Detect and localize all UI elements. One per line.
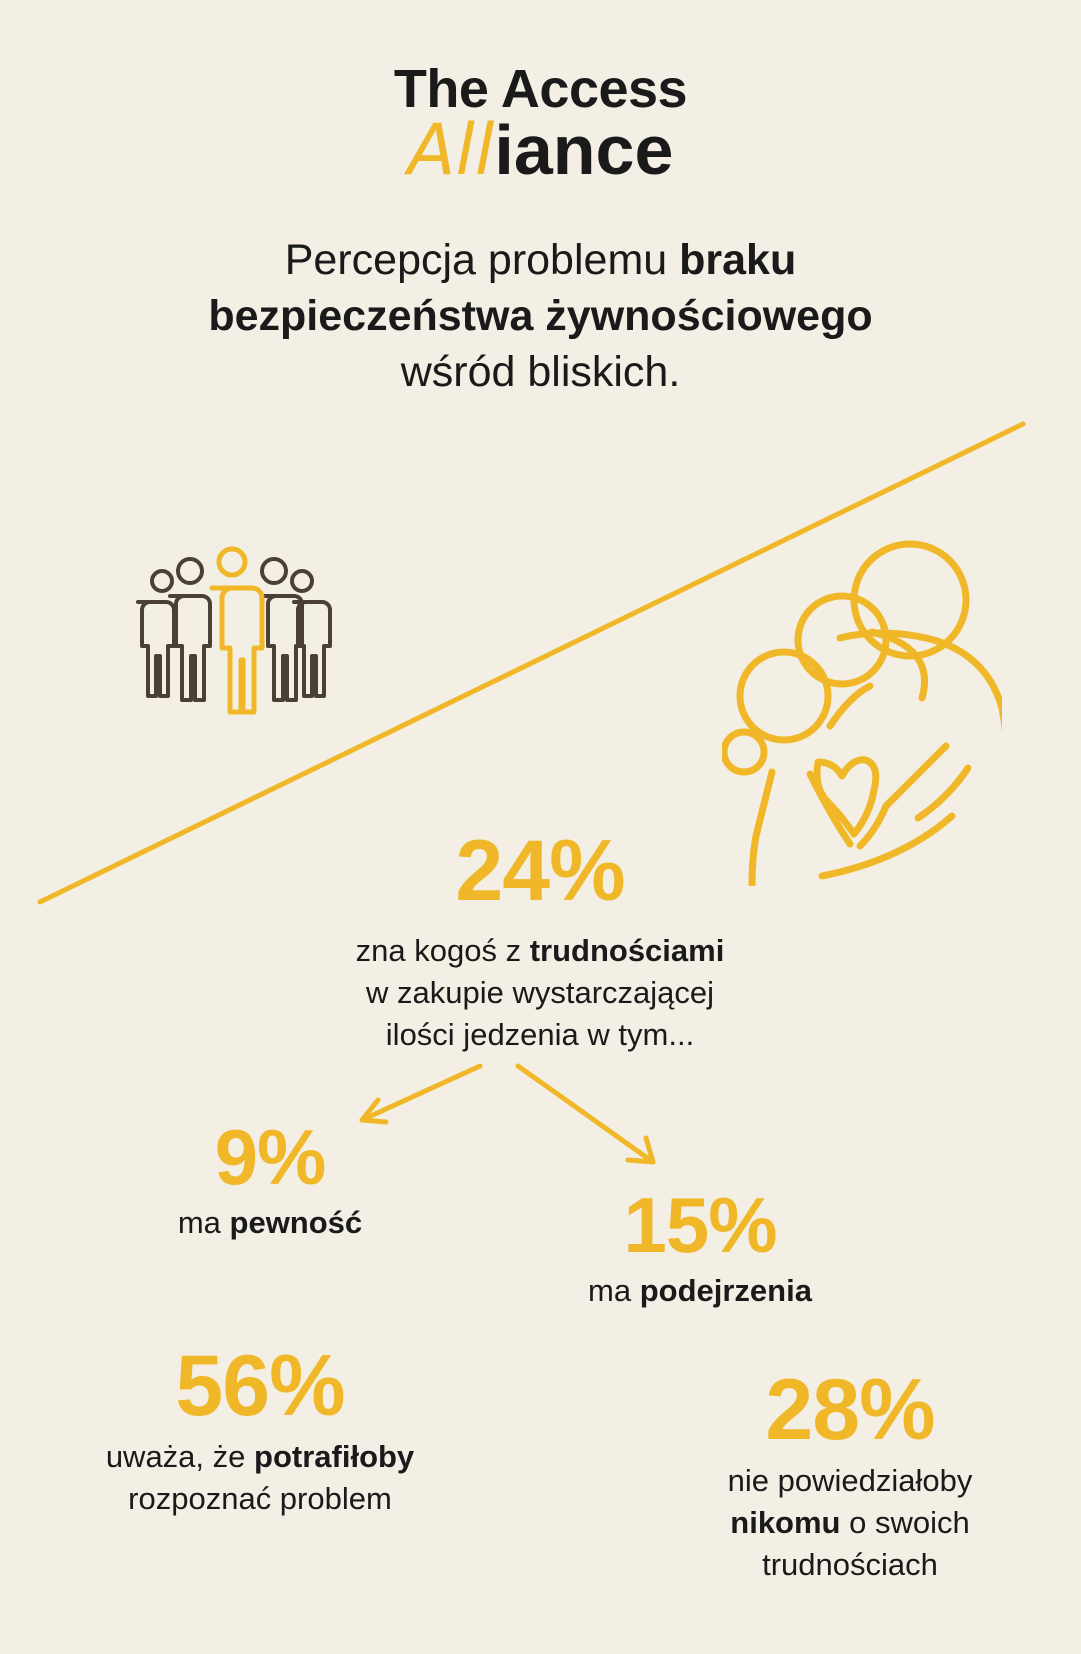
stat-certain-pre: ma xyxy=(177,1205,230,1240)
stat-main-bold: trudnościami xyxy=(529,933,725,968)
title-bold-1: braku xyxy=(679,236,797,284)
logo-highlight: All xyxy=(407,109,495,191)
logo-rest: iance xyxy=(494,111,674,189)
title-part-2: wśród bliskich. xyxy=(400,348,681,396)
stat-suspect: 15% ma podejrzenia xyxy=(540,1180,860,1312)
stat-suspect-pre: ma xyxy=(588,1273,640,1308)
stat-certain: 9% ma pewność xyxy=(140,1112,400,1244)
diagonal-divider xyxy=(37,421,1026,905)
title-bold-2: bezpieczeństwa żywnościowego xyxy=(208,292,873,340)
stat-tell-bold: nikomu xyxy=(730,1505,841,1540)
stat-suspect-text: ma podejrzenia xyxy=(540,1270,860,1312)
stat-certain-bold: pewność xyxy=(229,1205,363,1240)
family-hug-icon xyxy=(722,540,1002,886)
title-part-1: Percepcja problemu xyxy=(284,236,680,284)
page-title: Percepcja problemu braku bezpieczeństwa … xyxy=(0,232,1081,400)
stat-tell: 28% nie powiedziałoby nikomu o swoich tr… xyxy=(640,1360,1060,1586)
stat-recognize-value: 56% xyxy=(175,1338,345,1434)
stat-certain-value: 9% xyxy=(214,1113,327,1201)
stat-recognize: 56% uważa, że potrafiłoby rozpoznać prob… xyxy=(40,1336,480,1520)
stat-recognize-line1: uważa, że xyxy=(105,1439,255,1474)
logo-line-1: The Access xyxy=(393,59,688,119)
people-group-icon xyxy=(136,546,332,715)
stat-suspect-value: 15% xyxy=(623,1181,777,1269)
stat-main-text: zna kogoś z trudnościami w zakupie wysta… xyxy=(240,930,840,1056)
stat-main-line1: zna kogoś z xyxy=(355,933,530,968)
stat-tell-text: nie powiedziałoby nikomu o swoich trudno… xyxy=(640,1460,1060,1586)
stat-main-value: 24% xyxy=(455,823,625,919)
stat-recognize-text: uważa, że potrafiłoby rozpoznać problem xyxy=(40,1436,480,1520)
stat-main-line3: ilości jedzenia w tym... xyxy=(385,1017,695,1052)
stat-main: 24% xyxy=(290,822,790,921)
stat-recognize-line2: rozpoznać problem xyxy=(128,1481,392,1516)
logo-line-2: Alliance xyxy=(0,112,1081,189)
stat-tell-line3: trudnościach xyxy=(762,1547,938,1582)
stat-main-line2: w zakupie wystarczającej xyxy=(365,975,715,1010)
stat-tell-line1: nie powiedziałoby xyxy=(727,1463,973,1498)
stat-tell-line2: o swoich xyxy=(840,1505,970,1540)
stat-recognize-bold: potrafiłoby xyxy=(254,1439,415,1474)
arrow-left-icon xyxy=(359,1063,483,1125)
stat-tell-value: 28% xyxy=(765,1362,935,1458)
arrow-right-icon xyxy=(515,1063,656,1165)
stat-certain-text: ma pewność xyxy=(140,1202,400,1244)
stat-suspect-bold: podejrzenia xyxy=(639,1273,812,1308)
